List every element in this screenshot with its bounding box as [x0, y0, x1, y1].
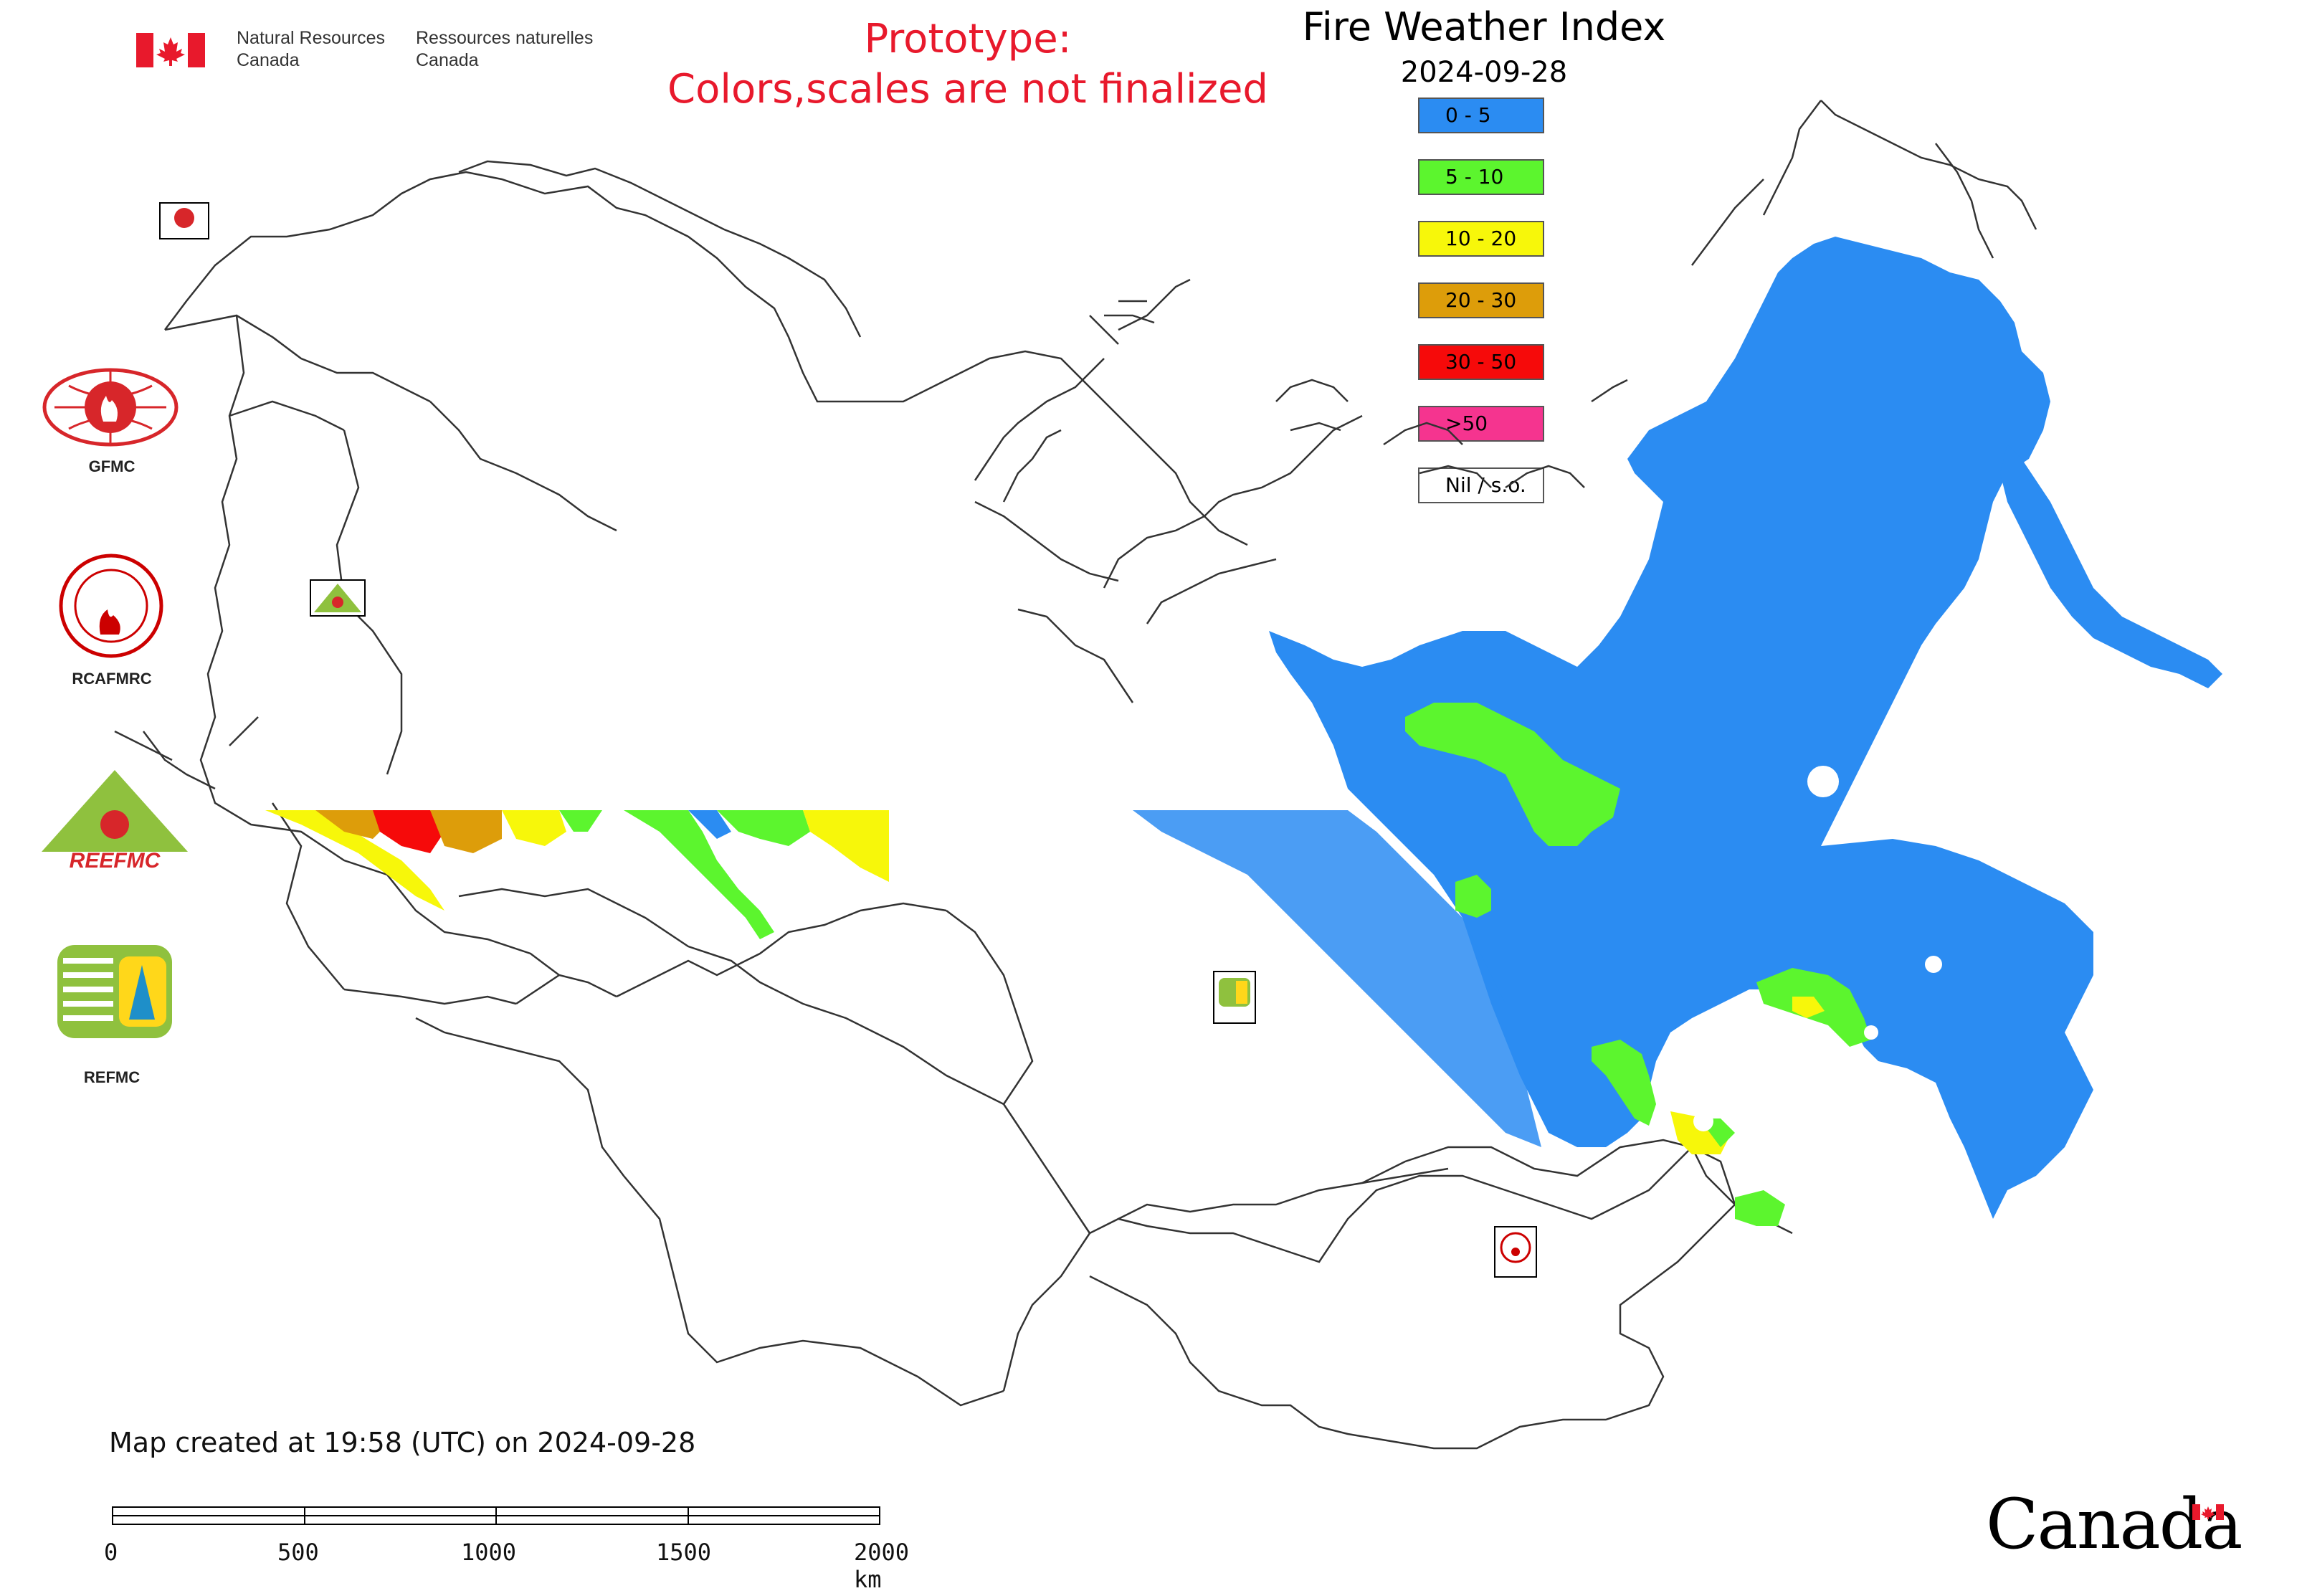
- legend-item-nil: Nil / s.o.: [1418, 467, 1544, 503]
- legend-item-over-50: >50: [1418, 406, 1544, 442]
- legend-item-10-20: 10 - 20: [1418, 221, 1544, 257]
- gfmc-badge-icon: [174, 208, 194, 228]
- canada-wordmark-flag-icon: [2192, 1504, 2224, 1520]
- gfmc-label: GFMC: [88, 457, 135, 475]
- map-badge-rcafmrc: [1494, 1226, 1537, 1278]
- map-badge-reefmc: [310, 579, 366, 617]
- legend-item-5-10: 5 - 10: [1418, 159, 1544, 195]
- refmc-logo-icon: [57, 945, 172, 1038]
- map-holes: [1693, 766, 2108, 1138]
- legend-item-0-5: 0 - 5: [1418, 98, 1544, 133]
- map-created-note: Map created at 19:58 (UTC) on 2024-09-28: [109, 1427, 696, 1458]
- scale-label-0: 0: [104, 1539, 118, 1566]
- rcafmrc-badge-icon: [1500, 1232, 1531, 1263]
- rcafmrc-logo-icon: [59, 554, 163, 658]
- scale-label-1500: 1500: [656, 1539, 712, 1566]
- country-borders: [114, 100, 2037, 1450]
- scale-label-2000: 2000 km: [854, 1539, 910, 1593]
- rcafmrc-label: RCAFMRC: [72, 670, 152, 688]
- refmc-badge-icon: [1219, 978, 1250, 1007]
- canada-flag-icon: [136, 33, 205, 67]
- agency-name-fr: Ressources naturelles Canada: [416, 28, 594, 70]
- map-date: 2024-09-28: [1400, 56, 1568, 89]
- reefmc-badge-icon: [314, 584, 361, 612]
- scale-label-1000: 1000: [461, 1539, 517, 1566]
- reefmc-label: REEFMC: [69, 849, 161, 873]
- map-badge-refmc: [1213, 971, 1256, 1024]
- legend-item-30-50: 30 - 50: [1418, 344, 1544, 380]
- nrcan-signature: Natural Resources Canada Ressources natur…: [136, 27, 602, 77]
- prototype-notice: Prototype: Colors,scales are not finaliz…: [667, 16, 1268, 113]
- gfmc-logo-icon: [42, 368, 179, 447]
- map-title: Fire Weather Index: [1302, 4, 1666, 49]
- fwi-raster: [265, 237, 2222, 1226]
- reefmc-logo-icon: [42, 770, 188, 869]
- refmc-label: REFMC: [83, 1068, 141, 1086]
- scale-bar-graphic: [112, 1506, 880, 1525]
- agency-name-en: Natural Resources Canada: [237, 28, 386, 70]
- scale-bar: 0 500 1000 1500 2000 km: [104, 1506, 909, 1593]
- map-badge-gfmc: [159, 202, 209, 239]
- scale-label-500: 500: [277, 1539, 319, 1566]
- canada-wordmark: Canada: [1986, 1484, 2242, 1564]
- legend-item-20-30: 20 - 30: [1418, 282, 1544, 318]
